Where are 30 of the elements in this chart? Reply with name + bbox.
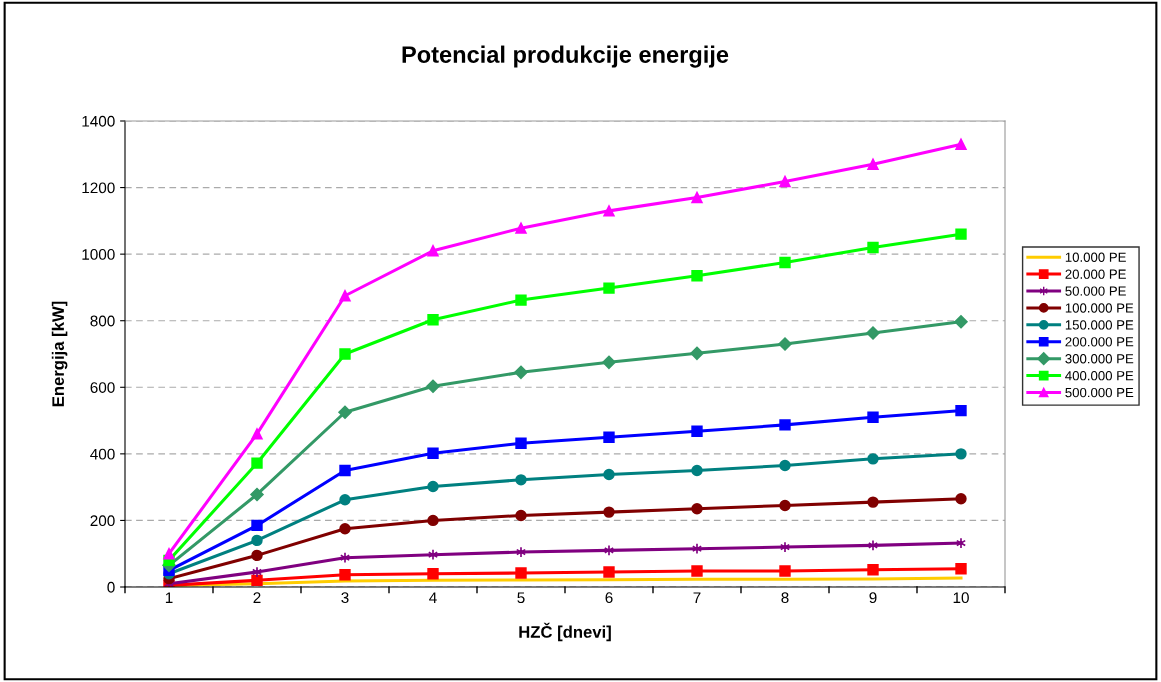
y-tick-label: 1200 — [82, 182, 115, 194]
x-tick-label: 5 — [517, 592, 525, 604]
y-tick-label: 600 — [90, 382, 115, 393]
y-tick-label: 1400 — [82, 115, 115, 127]
legend-label: 10.000 PE — [1065, 252, 1126, 262]
legend-label: 400.000 PE — [1065, 370, 1134, 381]
legend-label: 20.000 PE — [1065, 269, 1126, 279]
x-tick-label: 8 — [781, 592, 789, 604]
x-tick-label: 3 — [341, 592, 349, 604]
x-tick-label: 10 — [953, 592, 969, 604]
x-axis-title: HZČ [dnevi] — [519, 622, 611, 642]
y-tick-label: 0 — [107, 581, 115, 593]
y-tick-label: 400 — [90, 448, 115, 460]
legend-label: 150.000 PE — [1065, 320, 1134, 330]
chart-title: Potencial produkcije energije — [402, 45, 729, 68]
y-axis-title: Energija [kW] — [51, 301, 68, 407]
legend-label: 50.000 PE — [1065, 286, 1126, 296]
legend-label: 500.000 PE — [1065, 387, 1134, 398]
x-tick-label: 4 — [429, 592, 437, 603]
y-tick-label: 200 — [90, 515, 115, 527]
legend-label: 300.000 PE — [1065, 354, 1134, 364]
x-tick-label: 2 — [253, 592, 261, 603]
legend-label: 200.000 PE — [1065, 337, 1134, 347]
x-tick-label: 7 — [693, 592, 701, 603]
y-tick-label: 1000 — [82, 249, 115, 260]
x-tick-label: 9 — [869, 592, 877, 604]
x-tick-label: 6 — [605, 592, 613, 604]
legend-label: 100.000 PE — [1065, 303, 1134, 313]
y-tick-label: 800 — [90, 315, 115, 327]
x-tick-label: 1 — [165, 592, 173, 603]
